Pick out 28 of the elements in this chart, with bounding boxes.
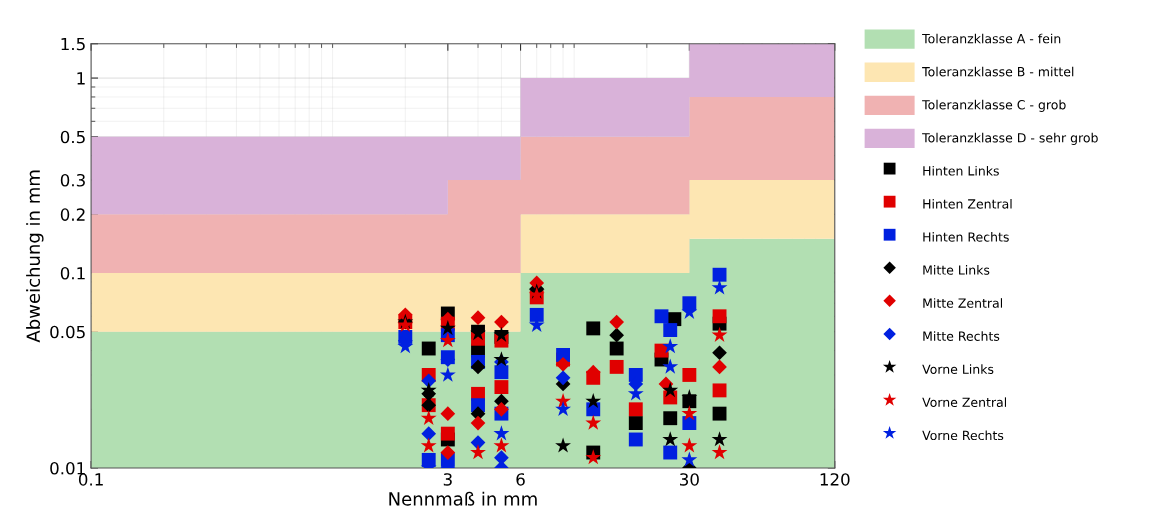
y-tick-label: 1.5 (61, 37, 85, 51)
legend-label: Hinten Zentral (923, 198, 1012, 209)
x-tick-label: 3 (443, 473, 452, 486)
y-tick-label: 1 (77, 72, 85, 85)
legend-label: Vorne Links (922, 364, 994, 374)
y-tick-label: 0.1 (60, 266, 85, 280)
legend-label: Hinten Links (923, 165, 999, 176)
legend-label: Toleranzklasse A - fein (922, 33, 1061, 44)
y-tick-label: 0.5 (60, 130, 85, 144)
legend-label: Vorne Zentral (922, 397, 1007, 408)
legend-label: Toleranzklasse C - grob (922, 99, 1066, 112)
y-tick-label: 0.2 (60, 208, 85, 221)
legend-label: Mitte Rechts (923, 331, 1000, 341)
legend-label: Toleranzklasse D - sehr grob (922, 132, 1098, 145)
x-axis-title: Nennmaß in mm (389, 491, 537, 506)
y-tick-label: 0.01 (50, 461, 85, 475)
legend-label: Mitte Links (923, 265, 990, 275)
legend-label: Vorne Rechts (922, 430, 1004, 441)
legend-label: Mitte Zentral (923, 298, 1003, 308)
legend-label: Toleranzklasse B - mittel (922, 66, 1074, 77)
y-axis-title: Abweichung in mm (26, 170, 44, 343)
x-tick-label: 6 (516, 473, 525, 486)
y-tick-label: 0.05 (50, 325, 85, 339)
legend-label: Hinten Rechts (923, 232, 1009, 242)
x-tick-label: 120 (820, 473, 850, 486)
y-tick-label: 0.3 (60, 173, 85, 187)
x-tick-label: 0.1 (78, 473, 103, 486)
x-tick-label: 30 (680, 473, 699, 486)
